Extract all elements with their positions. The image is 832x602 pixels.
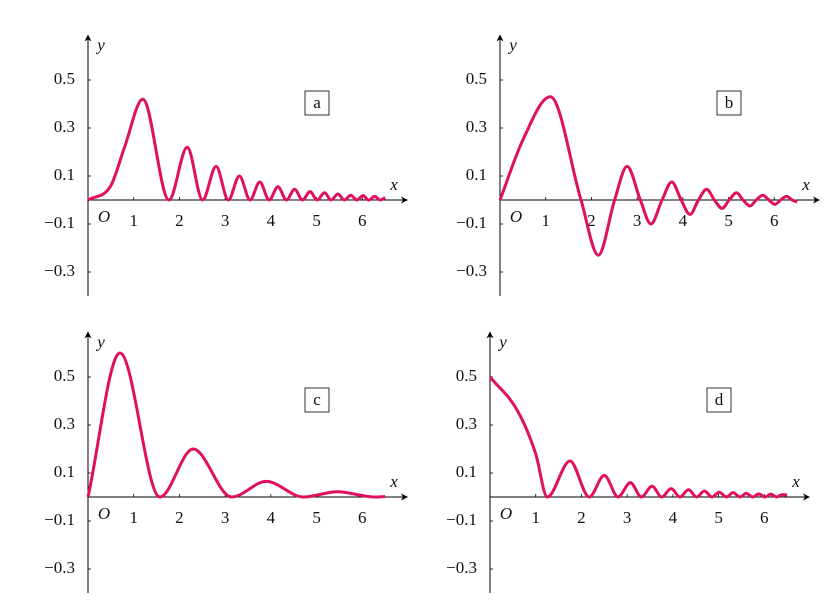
x-tick-label: 6 <box>760 508 769 527</box>
y-axis-arrow <box>496 34 504 42</box>
y-tick-label: −0.1 <box>44 213 75 232</box>
panel-tag-box <box>706 387 732 413</box>
y-tick-label: 0.5 <box>54 366 75 385</box>
x-axis-label: x <box>801 175 810 194</box>
x-tick-label: 2 <box>175 508 184 527</box>
x-tick-label: 3 <box>221 211 230 230</box>
panel-tag-box <box>716 90 742 116</box>
panel: 1 2 3 4 5 6 −0.3 −0.1 0.1 0.3 0.5 x y Ob <box>456 34 820 296</box>
origin-label: O <box>500 504 512 523</box>
origin-label: O <box>98 504 110 523</box>
x-tick-label: 6 <box>770 211 779 230</box>
y-tick-label: −0.3 <box>44 558 75 577</box>
origin-label: O <box>98 207 110 226</box>
panel-tag: b <box>725 93 734 112</box>
x-tick-label: 2 <box>587 211 596 230</box>
x-tick-label: 5 <box>312 211 321 230</box>
y-axis-arrow <box>486 331 494 339</box>
x-tick-label: 6 <box>358 211 367 230</box>
y-axis-label: y <box>507 35 517 54</box>
x-tick-label: 2 <box>175 211 184 230</box>
panel: 1 2 3 4 5 6 −0.3 −0.1 0.1 0.3 0.5 x y Od <box>446 331 810 593</box>
x-axis-arrow <box>401 493 408 501</box>
y-tick-label: −0.3 <box>44 261 75 280</box>
x-axis-label: x <box>389 472 398 491</box>
panel-tag: a <box>313 93 321 112</box>
x-tick-label: 4 <box>669 508 678 527</box>
x-tick-label: 1 <box>541 211 550 230</box>
x-tick-label: 1 <box>129 211 138 230</box>
x-tick-label: 5 <box>714 508 723 527</box>
y-tick-label: 0.5 <box>466 69 487 88</box>
panel-tag: d <box>715 390 724 409</box>
panel-tag-box <box>304 90 330 116</box>
origin-label: O <box>510 207 522 226</box>
x-tick-label: 2 <box>577 508 586 527</box>
y-tick-label: −0.1 <box>44 510 75 529</box>
x-tick-label: 6 <box>358 508 367 527</box>
x-axis-arrow <box>803 493 810 501</box>
y-tick-label: −0.1 <box>456 213 487 232</box>
x-tick-label: 3 <box>221 508 230 527</box>
y-tick-label: 0.3 <box>466 117 487 136</box>
curve <box>488 376 788 499</box>
curve <box>87 97 386 202</box>
panel-tag-box <box>304 387 330 413</box>
y-tick-label: 0.3 <box>456 414 477 433</box>
y-tick-label: 0.1 <box>456 462 477 481</box>
y-tick-label: 0.5 <box>456 366 477 385</box>
x-tick-label: 4 <box>679 211 688 230</box>
y-axis-label: y <box>95 35 105 54</box>
y-tick-label: −0.3 <box>456 261 487 280</box>
curve <box>86 351 386 499</box>
y-axis-label: y <box>497 332 507 351</box>
x-axis-label: x <box>791 472 800 491</box>
y-tick-label: 0.1 <box>54 462 75 481</box>
x-tick-label: 3 <box>623 508 632 527</box>
x-tick-label: 1 <box>129 508 138 527</box>
curve <box>498 95 798 257</box>
panel: 1 2 3 4 5 6 −0.3 −0.1 0.1 0.3 0.5 x y Oa <box>44 34 408 296</box>
y-axis-arrow <box>84 34 92 42</box>
x-axis-label: x <box>389 175 398 194</box>
x-tick-label: 5 <box>312 508 321 527</box>
y-axis-arrow <box>84 331 92 339</box>
x-tick-label: 5 <box>724 211 733 230</box>
y-tick-label: 0.5 <box>54 69 75 88</box>
x-tick-label: 1 <box>531 508 540 527</box>
y-tick-label: −0.3 <box>446 558 477 577</box>
y-tick-label: 0.3 <box>54 414 75 433</box>
y-tick-label: −0.1 <box>446 510 477 529</box>
y-axis-label: y <box>95 332 105 351</box>
x-axis-arrow <box>401 196 408 204</box>
x-axis-arrow <box>813 196 820 204</box>
x-tick-label: 4 <box>267 211 276 230</box>
x-tick-label: 4 <box>267 508 276 527</box>
y-tick-label: 0.1 <box>54 165 75 184</box>
x-tick-label: 3 <box>633 211 642 230</box>
panel: 1 2 3 4 5 6 −0.3 −0.1 0.1 0.3 0.5 x y Oc <box>44 331 408 593</box>
y-tick-label: 0.1 <box>466 165 487 184</box>
y-tick-label: 0.3 <box>54 117 75 136</box>
panel-tag: c <box>313 390 321 409</box>
